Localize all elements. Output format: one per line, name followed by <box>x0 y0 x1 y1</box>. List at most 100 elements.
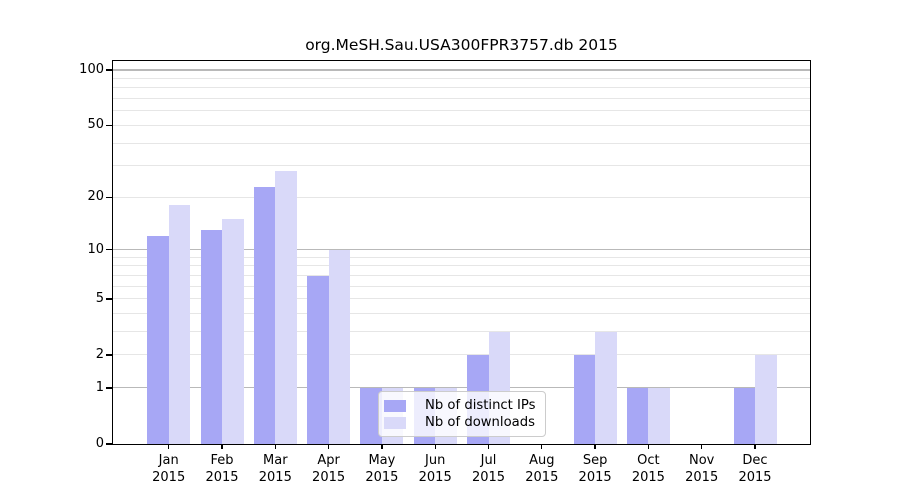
x-tick-label-jun: Jun 2015 <box>403 453 467 486</box>
legend: Nb of distinct IPs Nb of downloads <box>378 391 546 437</box>
x-tick-month-may: May <box>368 453 396 468</box>
x-tick-label-apr: Apr 2015 <box>297 453 361 486</box>
minor-gridline-y-9 <box>113 256 810 258</box>
bar-ips-feb <box>200 230 222 444</box>
plot-area: Nb of distinct IPs Nb of downloads <box>113 61 810 444</box>
legend-swatch-distinct-ips-icon <box>384 399 406 412</box>
x-tick-month-apr: Apr <box>317 453 340 468</box>
x-tick-year-jul: 2015 <box>471 469 506 485</box>
legend-item-downloads: Nb of downloads <box>384 414 536 431</box>
x-tick-label-oct: Oct 2015 <box>616 453 680 486</box>
x-tick-year-sep: 2015 <box>578 469 612 485</box>
bar-downloads-jan <box>168 205 191 444</box>
x-tick-oct <box>647 444 650 450</box>
legend-label-distinct-ips: Nb of distinct IPs <box>425 398 536 413</box>
x-tick-label-nov: Nov 2015 <box>670 453 734 486</box>
y-tick-100 <box>106 69 113 71</box>
x-tick-apr <box>327 444 330 450</box>
y-tick-label-10: 10 <box>87 241 104 257</box>
y-tick-0 <box>106 443 113 445</box>
minor-gridline-y-8 <box>113 265 810 267</box>
minor-gridline-y-40 <box>113 142 810 144</box>
x-tick-month-aug: Aug <box>529 453 555 468</box>
y-tick-5 <box>106 298 113 300</box>
y-tick-10 <box>106 249 113 251</box>
x-tick-month-sep: Sep <box>582 453 608 468</box>
gridline-y-2 <box>113 354 810 356</box>
x-tick-mar <box>274 444 276 450</box>
gridline-y-100 <box>113 69 810 71</box>
x-tick-feb <box>221 444 223 450</box>
bar-downloads-sep <box>595 331 617 444</box>
x-tick-label-aug: Aug 2015 <box>510 453 574 486</box>
legend-swatch-downloads-icon <box>384 416 406 429</box>
x-tick-year-dec: 2015 <box>738 469 772 485</box>
minor-gridline-y-70 <box>113 98 810 100</box>
x-tick-month-feb: Feb <box>210 453 234 468</box>
x-tick-label-jul: Jul 2015 <box>457 453 521 486</box>
x-tick-sep <box>594 444 596 450</box>
bar-ips-dec <box>733 387 755 444</box>
y-tick-label-50: 50 <box>87 117 104 133</box>
minor-gridline-y-6 <box>113 285 810 287</box>
y-tick-label-0: 0 <box>95 436 104 451</box>
x-tick-year-jan: 2015 <box>152 469 186 485</box>
y-tick-label-1: 1 <box>95 379 104 395</box>
y-tick-label-5: 5 <box>95 290 104 306</box>
x-tick-year-apr: 2015 <box>312 469 346 485</box>
x-tick-nov <box>701 444 703 450</box>
x-tick-jan <box>168 444 170 450</box>
x-tick-year-may: 2015 <box>365 469 399 485</box>
x-tick-month-jun: Jun <box>425 453 446 468</box>
y-tick-label-2: 2 <box>95 346 104 362</box>
x-tick-label-sep: Sep 2015 <box>563 453 627 486</box>
bar-ips-sep <box>573 354 596 444</box>
minor-gridline-y-90 <box>113 78 810 80</box>
gridline-y-10 <box>113 249 810 251</box>
x-tick-year-aug: 2015 <box>525 469 559 485</box>
x-tick-year-nov: 2015 <box>685 469 719 485</box>
minor-gridline-y-3 <box>113 331 810 333</box>
minor-gridline-y-30 <box>113 165 810 167</box>
gridline-y-1 <box>113 387 810 389</box>
y-tick-2 <box>106 354 113 356</box>
x-tick-jun <box>434 444 436 450</box>
minor-gridline-y-4 <box>113 313 810 315</box>
bar-ips-may <box>360 387 382 444</box>
bar-ips-oct <box>626 387 649 444</box>
x-tick-month-mar: Mar <box>263 453 288 468</box>
y-tick-label-20: 20 <box>87 189 104 205</box>
chart-title: org.MeSH.Sau.USA300FPR3757.db 2015 <box>305 36 618 54</box>
legend-item-distinct-ips: Nb of distinct IPs <box>384 397 536 414</box>
bar-downloads-feb <box>222 219 244 444</box>
x-tick-dec <box>754 444 756 450</box>
x-tick-year-mar: 2015 <box>258 469 292 485</box>
bar-ips-mar <box>253 186 276 444</box>
minor-gridline-y-7 <box>113 275 810 277</box>
x-tick-label-dec: Dec 2015 <box>723 453 787 486</box>
legend-label-downloads: Nb of downloads <box>425 415 535 430</box>
x-tick-aug <box>541 444 543 450</box>
gridline-y-50 <box>113 124 810 126</box>
bar-downloads-apr <box>328 249 351 444</box>
x-tick-label-feb: Feb 2015 <box>190 453 254 486</box>
gridline-y-5 <box>113 298 810 300</box>
bar-ips-jan <box>147 236 169 444</box>
x-tick-label-may: May 2015 <box>350 453 414 486</box>
x-tick-year-jun: 2015 <box>418 469 452 485</box>
x-tick-month-jul: Jul <box>480 453 497 468</box>
x-tick-year-oct: 2015 <box>631 469 665 485</box>
minor-gridline-y-80 <box>113 87 810 89</box>
y-tick-20 <box>106 196 113 199</box>
x-tick-year-feb: 2015 <box>205 469 239 485</box>
bar-downloads-dec <box>755 354 777 444</box>
minor-gridline-y-60 <box>113 110 810 112</box>
y-tick-label-100: 100 <box>79 62 104 78</box>
x-tick-month-dec: Dec <box>742 453 768 468</box>
x-tick-month-jan: Jan <box>158 453 179 468</box>
y-tick-1 <box>106 387 113 389</box>
bar-downloads-mar <box>275 171 297 444</box>
bar-downloads-oct <box>648 387 670 444</box>
x-tick-month-nov: Nov <box>689 453 715 468</box>
